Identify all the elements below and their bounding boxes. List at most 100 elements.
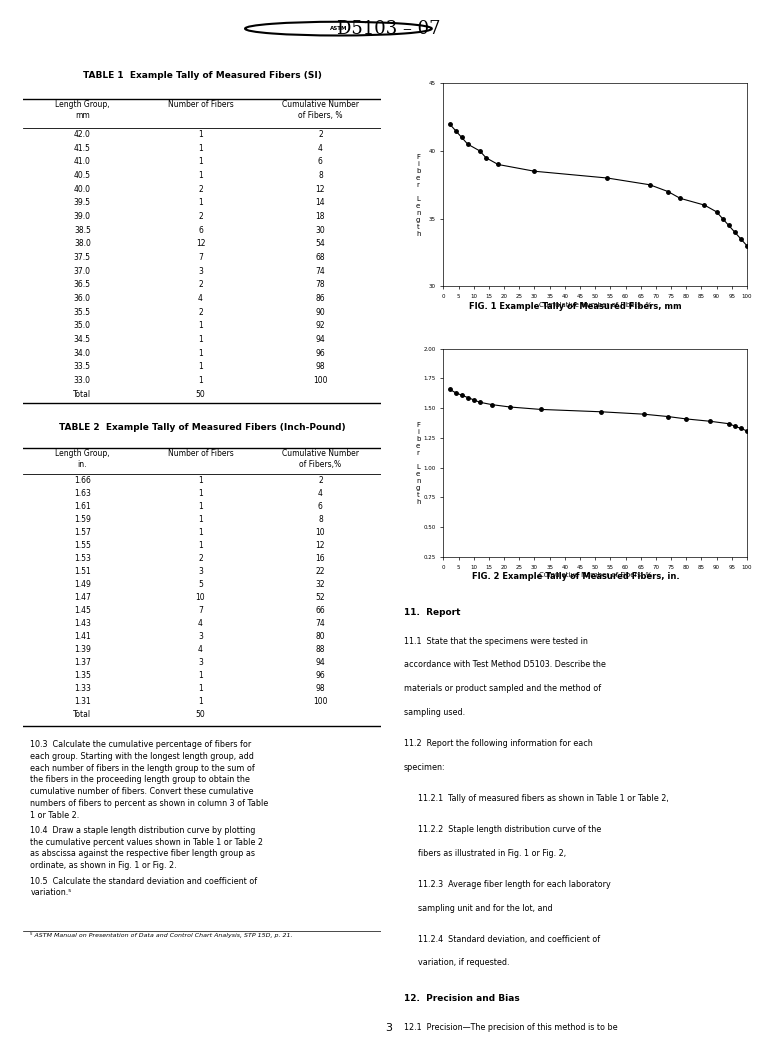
Text: 3: 3 bbox=[198, 632, 203, 641]
Text: F
i
b
e
r
 
L
e
n
g
t
h: F i b e r L e n g t h bbox=[416, 154, 420, 236]
Text: sampling unit and for the lot, and: sampling unit and for the lot, and bbox=[419, 904, 553, 913]
Text: 6: 6 bbox=[318, 502, 323, 511]
Text: 38.0: 38.0 bbox=[74, 239, 91, 249]
Text: 11.1  State that the specimens were tested in: 11.1 State that the specimens were teste… bbox=[404, 636, 588, 645]
Text: 1: 1 bbox=[198, 515, 203, 524]
Text: 3: 3 bbox=[386, 1023, 392, 1033]
Text: 22: 22 bbox=[316, 567, 325, 576]
Text: 7: 7 bbox=[198, 606, 203, 615]
Text: 11.2.4  Standard deviation, and coefficient of: 11.2.4 Standard deviation, and coefficie… bbox=[419, 935, 601, 943]
Text: 11.2.3  Average fiber length for each laboratory: 11.2.3 Average fiber length for each lab… bbox=[419, 880, 611, 889]
Text: 4: 4 bbox=[198, 645, 203, 654]
Text: 2: 2 bbox=[198, 212, 203, 221]
Text: 36.5: 36.5 bbox=[74, 280, 91, 289]
Text: 1: 1 bbox=[198, 322, 203, 330]
Text: 50: 50 bbox=[195, 389, 205, 399]
Text: 100: 100 bbox=[313, 376, 328, 385]
Text: 88: 88 bbox=[316, 645, 325, 654]
Text: each group. Starting with the longest length group, add: each group. Starting with the longest le… bbox=[30, 752, 254, 761]
Text: materials or product sampled and the method of: materials or product sampled and the met… bbox=[404, 684, 601, 693]
Text: D5103 – 07: D5103 – 07 bbox=[337, 20, 441, 37]
Text: 1: 1 bbox=[198, 528, 203, 537]
Text: 3: 3 bbox=[198, 266, 203, 276]
Text: 32: 32 bbox=[316, 580, 325, 589]
Text: 1.43: 1.43 bbox=[74, 619, 91, 628]
Text: 74: 74 bbox=[316, 619, 325, 628]
Text: 7: 7 bbox=[198, 253, 203, 262]
Text: 41.0: 41.0 bbox=[74, 157, 91, 167]
Text: Cumulative Number
of Fibers,%: Cumulative Number of Fibers,% bbox=[282, 450, 359, 468]
Text: the fibers in the proceeding length group to obtain the: the fibers in the proceeding length grou… bbox=[30, 776, 251, 784]
Text: 1: 1 bbox=[198, 335, 203, 344]
Text: ⁵ ASTM Manual on Presentation of Data and Control Chart Analysis, STP 15D, p. 21: ⁵ ASTM Manual on Presentation of Data an… bbox=[30, 932, 293, 938]
Text: 1: 1 bbox=[198, 144, 203, 153]
Text: 1: 1 bbox=[198, 349, 203, 357]
Text: 12: 12 bbox=[196, 239, 205, 249]
Text: 52: 52 bbox=[316, 593, 325, 602]
Text: 36.0: 36.0 bbox=[74, 294, 91, 303]
Text: 10.5  Calculate the standard deviation and coefficient of: 10.5 Calculate the standard deviation an… bbox=[30, 877, 258, 886]
Text: 54: 54 bbox=[316, 239, 325, 249]
Text: 1: 1 bbox=[198, 684, 203, 693]
Text: 1.51: 1.51 bbox=[74, 567, 91, 576]
Text: 33.0: 33.0 bbox=[74, 376, 91, 385]
Text: 94: 94 bbox=[316, 658, 325, 667]
Text: specimen:: specimen: bbox=[404, 763, 446, 772]
Text: 1.59: 1.59 bbox=[74, 515, 91, 524]
Text: 39.0: 39.0 bbox=[74, 212, 91, 221]
Text: 1.63: 1.63 bbox=[74, 489, 91, 499]
Text: 1: 1 bbox=[198, 696, 203, 706]
Text: 1.49: 1.49 bbox=[74, 580, 91, 589]
Text: 86: 86 bbox=[316, 294, 325, 303]
Text: the cumulative percent values shown in Table 1 or Table 2: the cumulative percent values shown in T… bbox=[30, 838, 264, 846]
Text: 1: 1 bbox=[198, 476, 203, 485]
Text: 1 or Table 2.: 1 or Table 2. bbox=[30, 811, 80, 819]
Text: 3: 3 bbox=[198, 658, 203, 667]
Text: TABLE 1  Example Tally of Measured Fibers (SI): TABLE 1 Example Tally of Measured Fibers… bbox=[82, 71, 322, 80]
Text: 94: 94 bbox=[316, 335, 325, 344]
Text: 37.5: 37.5 bbox=[74, 253, 91, 262]
Text: 50: 50 bbox=[195, 710, 205, 719]
Text: 37.0: 37.0 bbox=[74, 266, 91, 276]
Text: 1.57: 1.57 bbox=[74, 528, 91, 537]
Text: FIG. 2 Example Tally of Measured Fibers, in.: FIG. 2 Example Tally of Measured Fibers,… bbox=[472, 573, 679, 581]
Text: 6: 6 bbox=[318, 157, 323, 167]
Text: 4: 4 bbox=[198, 294, 203, 303]
Text: 1: 1 bbox=[198, 171, 203, 180]
Text: 11.2.2  Staple length distribution curve of the: 11.2.2 Staple length distribution curve … bbox=[419, 824, 601, 834]
Text: F
i
b
e
r
 
L
e
n
g
t
h: F i b e r L e n g t h bbox=[416, 422, 420, 505]
Text: 3: 3 bbox=[198, 567, 203, 576]
Text: ASTM: ASTM bbox=[330, 26, 347, 31]
Text: 1: 1 bbox=[198, 376, 203, 385]
Text: ordinate, as shown in Fig. 1 or Fig. 2.: ordinate, as shown in Fig. 1 or Fig. 2. bbox=[30, 861, 177, 870]
Text: 1.37: 1.37 bbox=[74, 658, 91, 667]
Text: 8: 8 bbox=[318, 171, 323, 180]
Text: 1.53: 1.53 bbox=[74, 554, 91, 563]
Text: variation.⁵: variation.⁵ bbox=[30, 888, 72, 897]
Text: Cumulative Number
of Fibers, %: Cumulative Number of Fibers, % bbox=[282, 100, 359, 120]
Text: variation, if requested.: variation, if requested. bbox=[419, 959, 510, 967]
Text: 1: 1 bbox=[198, 199, 203, 207]
Text: 100: 100 bbox=[313, 696, 328, 706]
Text: 42.0: 42.0 bbox=[74, 130, 91, 139]
Text: 8: 8 bbox=[318, 515, 323, 524]
Text: 1.33: 1.33 bbox=[74, 684, 91, 693]
Text: each number of fibers in the length group to the sum of: each number of fibers in the length grou… bbox=[30, 763, 255, 772]
Text: 1.45: 1.45 bbox=[74, 606, 91, 615]
Text: 1.41: 1.41 bbox=[74, 632, 91, 641]
Text: 92: 92 bbox=[316, 322, 325, 330]
Text: 38.5: 38.5 bbox=[74, 226, 91, 234]
Text: 1: 1 bbox=[198, 489, 203, 499]
Text: 16: 16 bbox=[316, 554, 325, 563]
Text: 1.61: 1.61 bbox=[74, 502, 91, 511]
Text: 2: 2 bbox=[198, 280, 203, 289]
Text: 39.5: 39.5 bbox=[74, 199, 91, 207]
Text: sampling used.: sampling used. bbox=[404, 708, 465, 717]
Text: FIG. 1 Example Tally of Measured Fibers, mm: FIG. 1 Example Tally of Measured Fibers,… bbox=[469, 302, 682, 310]
Text: cumulative number of fibers. Convert these cumulative: cumulative number of fibers. Convert the… bbox=[30, 787, 254, 796]
Text: 1.55: 1.55 bbox=[74, 541, 91, 550]
Text: 68: 68 bbox=[316, 253, 325, 262]
Text: 34.0: 34.0 bbox=[74, 349, 91, 357]
Text: fibers as illustrated in Fig. 1 or Fig. 2,: fibers as illustrated in Fig. 1 or Fig. … bbox=[419, 848, 566, 858]
Text: 40.5: 40.5 bbox=[74, 171, 91, 180]
